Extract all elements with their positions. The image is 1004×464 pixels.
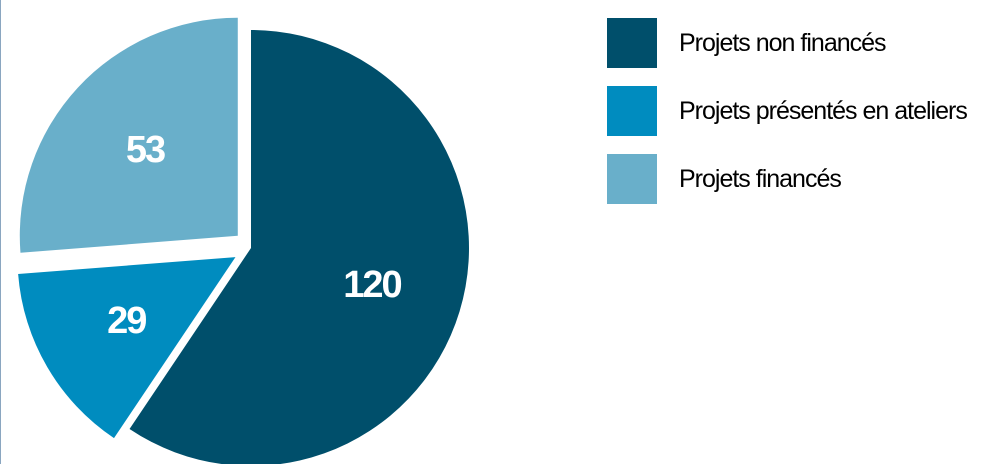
legend-label: Projets non financés (679, 28, 887, 57)
legend-item-non-finances: Projets non financés (607, 18, 967, 68)
slice-finances (19, 17, 238, 253)
slice-ateliers (18, 257, 236, 439)
slice-non-finances (129, 30, 469, 464)
legend-label: Projets financés (679, 164, 842, 193)
legend-item-finances: Projets financés (607, 154, 967, 204)
legend-swatch (607, 154, 657, 204)
legend-swatch (607, 86, 657, 136)
legend-label: Projets présentés en ateliers (679, 96, 968, 125)
slice-label-finances: 53 (126, 129, 165, 171)
slice-label-non-finances: 120 (343, 264, 401, 306)
slice-label-ateliers: 29 (107, 300, 146, 342)
pie-chart: 120 29 53 (18, 17, 469, 464)
legend-item-ateliers: Projets présentés en ateliers (607, 86, 968, 136)
legend: Projets non financés Projets présentés e… (607, 18, 968, 222)
legend-swatch (607, 18, 657, 68)
